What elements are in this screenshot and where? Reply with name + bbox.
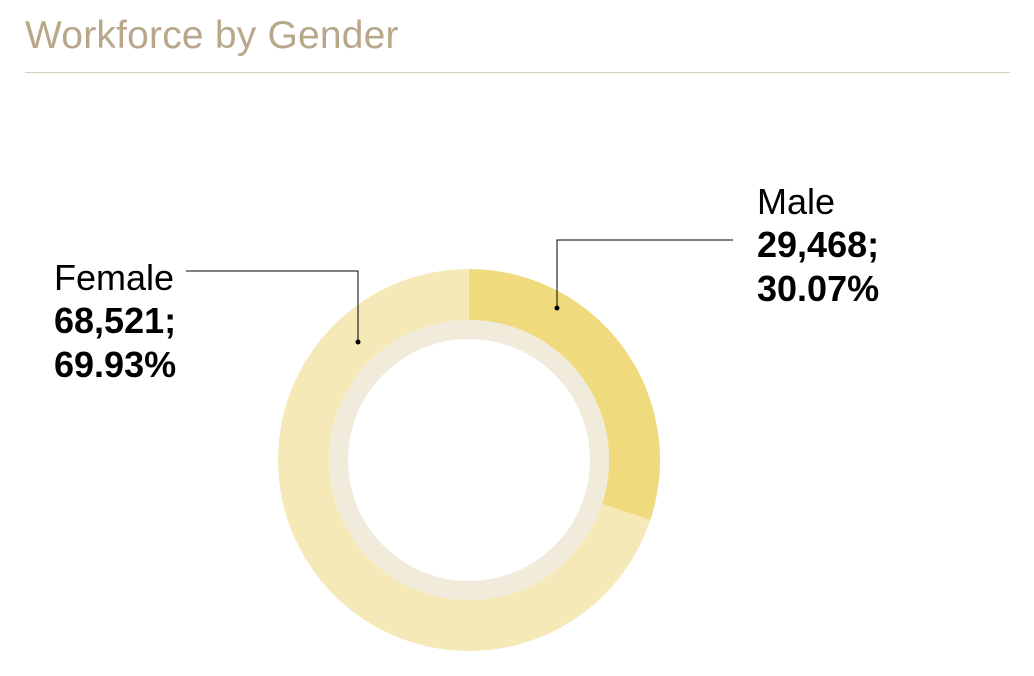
female-value: 68,521;	[54, 300, 177, 341]
male-leader-dot	[554, 305, 560, 311]
slice-male	[469, 269, 660, 520]
female-name: Female	[54, 257, 175, 298]
male-name: Male	[757, 181, 836, 222]
chart-title: Workforce by Gender	[25, 14, 399, 57]
female-percentage: 69.93%	[54, 344, 177, 385]
male-leader-line	[556, 239, 733, 308]
male-percentage: 30.07%	[757, 268, 880, 309]
male-value: 29,468;	[757, 224, 880, 265]
title-divider	[25, 72, 1010, 73]
female-leader-dot	[355, 339, 361, 345]
male-label: Male 29,468; 30.07%	[757, 181, 879, 311]
female-label: Female 68,521; 69.93%	[54, 257, 176, 387]
female-leader-line	[186, 270, 359, 342]
inner-ring	[329, 320, 609, 600]
